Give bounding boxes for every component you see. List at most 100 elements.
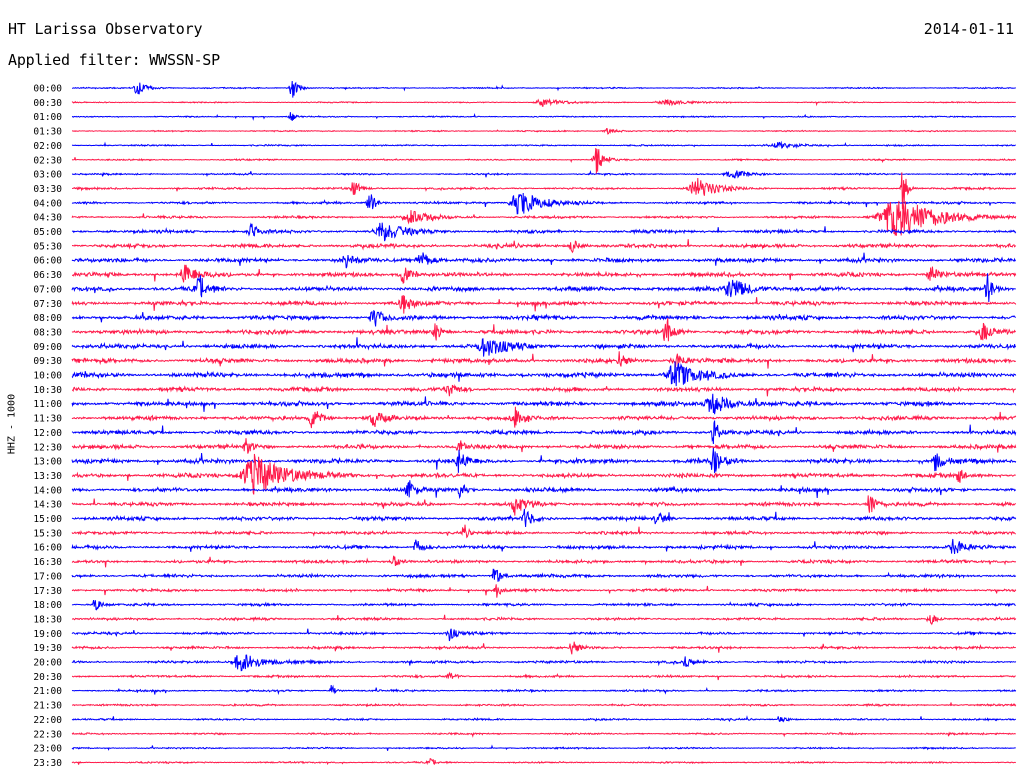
seismic-trace-row [71, 758, 1017, 766]
seismic-trace-row [71, 147, 1016, 174]
seismic-trace-row [71, 641, 1017, 655]
seismic-trace-row [71, 252, 1016, 269]
row-time-label: 17:30 [33, 586, 62, 597]
row-time-label: 08:30 [33, 327, 62, 338]
seismic-trace-row [71, 715, 1017, 723]
row-time-label: 05:30 [33, 241, 62, 252]
row-time-label: 07:00 [33, 284, 62, 295]
seismic-trace-row [71, 295, 1017, 314]
row-time-label: 17:00 [33, 571, 62, 582]
seismic-trace-row [71, 731, 1016, 738]
row-time-label: 19:30 [33, 643, 62, 654]
seismic-trace-row [71, 684, 1017, 696]
seismic-trace-row [71, 538, 1017, 554]
row-time-label: 14:00 [33, 485, 62, 496]
seismic-trace-row [71, 508, 1017, 528]
seismic-trace-row [71, 81, 1016, 98]
seismic-trace-row [71, 393, 1017, 415]
row-time-label: 07:30 [33, 299, 62, 310]
row-time-label: 09:30 [33, 356, 62, 367]
seismic-trace-row [71, 453, 1016, 495]
filter-label: Applied filter: WWSSN-SP [8, 51, 220, 69]
row-time-label: 20:00 [33, 658, 62, 669]
row-time-label: 21:00 [33, 686, 62, 697]
row-time-label: 10:30 [33, 385, 62, 396]
seismic-trace-row [71, 555, 1017, 568]
row-time-label: 12:00 [33, 428, 62, 439]
row-time-label: 14:30 [33, 500, 62, 511]
row-time-label: 06:30 [33, 270, 62, 281]
seismic-trace-row [71, 200, 1017, 236]
row-time-label: 05:00 [33, 227, 62, 238]
seismic-trace-row [71, 654, 1017, 672]
row-time-label: 22:30 [33, 729, 62, 740]
row-time-label: 16:00 [33, 543, 62, 554]
row-time-label: 23:00 [33, 744, 62, 755]
row-time-label: 06:00 [33, 256, 62, 267]
seismic-trace-row [71, 495, 1016, 516]
row-time-label: 11:30 [33, 414, 62, 425]
seismic-trace-row [71, 671, 1016, 681]
row-time-label: 11:00 [33, 399, 62, 410]
station-title: HT Larissa Observatory [8, 20, 203, 38]
seismic-trace-row [71, 239, 1017, 254]
seismic-trace-row [71, 264, 1017, 284]
seismic-trace-row [71, 361, 1017, 387]
seismic-trace-row [71, 192, 1016, 215]
seismic-trace-row [71, 222, 1017, 242]
seismic-trace-row [71, 480, 1017, 500]
seismic-trace-row [71, 438, 1017, 454]
row-time-label: 01:00 [33, 112, 62, 123]
row-time-label: 20:30 [33, 672, 62, 683]
row-time-label: 13:00 [33, 457, 62, 468]
seismic-trace-row [71, 406, 1017, 429]
seismic-trace-row [71, 98, 1016, 107]
row-time-label: 23:30 [33, 758, 62, 769]
row-time-label: 02:30 [33, 155, 62, 166]
seismic-trace-row [71, 614, 1017, 626]
seismic-trace-row [71, 584, 1017, 598]
seismic-trace-row [71, 318, 1016, 342]
row-time-label: 04:00 [33, 198, 62, 209]
seismic-trace-row [71, 172, 1017, 210]
seismic-trace-row [71, 524, 1016, 539]
row-time-label: 15:30 [33, 528, 62, 539]
row-time-label: 21:30 [33, 701, 62, 712]
row-time-label: 03:30 [33, 184, 62, 195]
seismic-trace-row [71, 599, 1016, 611]
seismic-trace-row [71, 744, 1016, 751]
row-time-label: 01:30 [33, 127, 62, 138]
row-time-label: 15:00 [33, 514, 62, 525]
seismic-trace-row [71, 448, 1017, 474]
row-time-label: 16:30 [33, 557, 62, 568]
seismic-trace-row [71, 170, 1017, 179]
seismic-trace-row [71, 568, 1017, 582]
row-time-label: 10:00 [33, 371, 62, 382]
row-time-label: 00:00 [33, 84, 62, 95]
row-time-label: 22:00 [33, 715, 62, 726]
row-time-label: 12:30 [33, 442, 62, 453]
row-time-label: 18:30 [33, 614, 62, 625]
row-time-label: 03:00 [33, 170, 62, 181]
seismic-trace-row [71, 351, 1017, 369]
seismic-trace-row [71, 702, 1017, 708]
seismic-trace-row [71, 383, 1017, 397]
row-time-label: 00:30 [33, 98, 62, 109]
seismic-trace-row [71, 273, 1016, 303]
row-time-label: 13:30 [33, 471, 62, 482]
row-time-label: 18:00 [33, 600, 62, 611]
row-time-label: 02:00 [33, 141, 62, 152]
seismic-trace-row [71, 628, 1016, 642]
row-time-label: 04:30 [33, 213, 62, 224]
seismic-trace-row [71, 140, 1016, 149]
row-time-label: 19:00 [33, 629, 62, 640]
seismic-trace-row [71, 112, 1016, 121]
seismic-trace-row [71, 127, 1017, 135]
trace-date: 2014-01-11 [923, 20, 1014, 38]
row-time-label: 08:00 [33, 313, 62, 324]
seismic-trace-row [71, 309, 1017, 327]
seismic-trace-row [71, 337, 1017, 357]
seismic-trace-row [71, 420, 1017, 445]
row-time-label: 09:00 [33, 342, 62, 353]
